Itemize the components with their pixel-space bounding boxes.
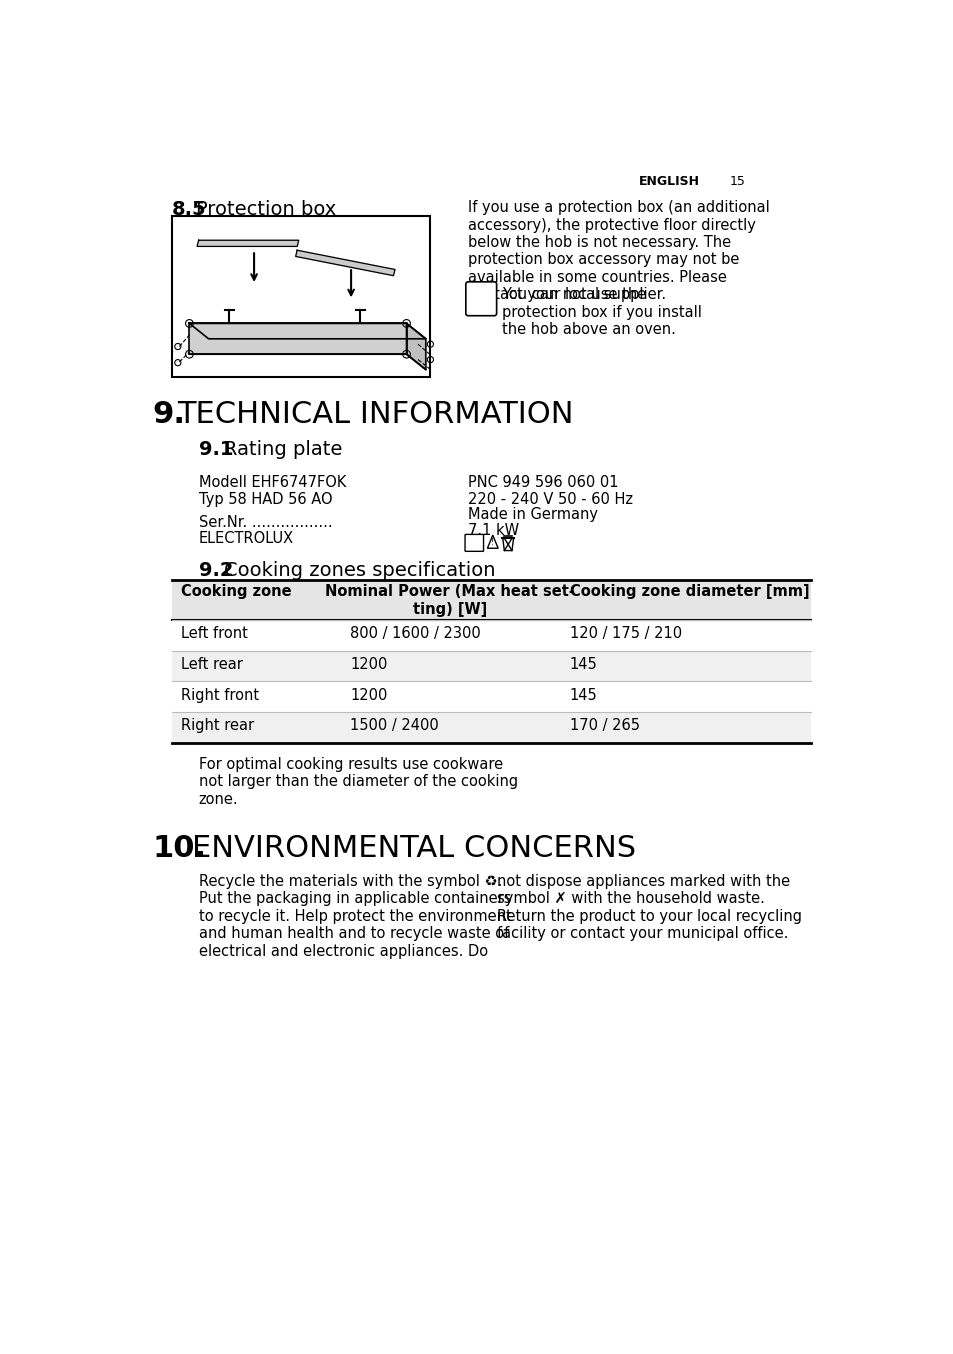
Text: Right rear: Right rear <box>181 719 253 734</box>
Polygon shape <box>295 250 395 276</box>
Polygon shape <box>406 324 425 370</box>
Text: Modell EHF6747FOK: Modell EHF6747FOK <box>198 475 346 490</box>
Text: 1200: 1200 <box>350 688 387 703</box>
Text: If you use a protection box (an additional
accessory), the protective floor dire: If you use a protection box (an addition… <box>468 200 769 302</box>
Polygon shape <box>197 240 298 246</box>
Text: ENGLISH: ENGLISH <box>639 175 700 188</box>
Text: 9.2: 9.2 <box>198 562 233 581</box>
Text: TECHNICAL INFORMATION: TECHNICAL INFORMATION <box>177 401 573 429</box>
Text: Right front: Right front <box>181 688 259 703</box>
Text: Left rear: Left rear <box>181 657 243 672</box>
Text: 800 / 1600 / 2300: 800 / 1600 / 2300 <box>350 626 480 640</box>
FancyBboxPatch shape <box>465 282 497 315</box>
Text: ENVIRONMENTAL CONCERNS: ENVIRONMENTAL CONCERNS <box>193 834 636 862</box>
Text: 120 / 175 / 210: 120 / 175 / 210 <box>569 626 681 640</box>
Text: 10.: 10. <box>152 834 207 862</box>
Bar <box>172 712 810 743</box>
Text: For optimal cooking results use cookware
not larger than the diameter of the coo: For optimal cooking results use cookware… <box>198 757 517 807</box>
Text: Typ 58 HAD 56 AO: Typ 58 HAD 56 AO <box>198 492 332 506</box>
Text: !: ! <box>491 539 494 547</box>
Text: CE: CE <box>465 539 482 551</box>
Text: Protection box: Protection box <box>196 200 336 219</box>
Text: 15: 15 <box>729 175 745 188</box>
Text: 8.5: 8.5 <box>172 200 206 219</box>
Text: 145: 145 <box>569 657 597 672</box>
Text: 1200: 1200 <box>350 657 387 672</box>
Text: 1500 / 2400: 1500 / 2400 <box>350 719 438 734</box>
Text: PNC 949 596 060 01: PNC 949 596 060 01 <box>468 475 618 490</box>
Text: Cooking zone: Cooking zone <box>181 585 292 600</box>
Text: 9.: 9. <box>152 401 185 429</box>
Text: 220 - 240 V 50 - 60 Hz: 220 - 240 V 50 - 60 Hz <box>468 492 633 506</box>
Text: Nominal Power (Max heat set-
ting) [W]: Nominal Power (Max heat set- ting) [W] <box>325 585 575 617</box>
Text: Left front: Left front <box>181 626 248 640</box>
FancyBboxPatch shape <box>464 535 483 551</box>
Text: 170 / 265: 170 / 265 <box>569 719 639 734</box>
Text: You can not use the
protection box if you install
the hob above an oven.: You can not use the protection box if yo… <box>501 287 701 337</box>
Text: 7.1 kW: 7.1 kW <box>468 523 518 538</box>
Text: not dispose appliances marked with the
symbol ✗ with the household waste.
Return: not dispose appliances marked with the s… <box>497 873 801 941</box>
Polygon shape <box>190 324 425 338</box>
Bar <box>172 580 810 620</box>
Text: Recycle the materials with the symbol ♻.
Put the packaging in applicable contain: Recycle the materials with the symbol ♻.… <box>198 873 511 959</box>
Polygon shape <box>190 324 406 355</box>
Text: Cooking zone diameter [mm]: Cooking zone diameter [mm] <box>569 585 808 600</box>
Bar <box>172 651 810 681</box>
Text: 9.1: 9.1 <box>198 440 233 459</box>
Text: Cooking zones specification: Cooking zones specification <box>224 562 495 581</box>
Text: Rating plate: Rating plate <box>224 440 342 459</box>
Text: ELECTROLUX: ELECTROLUX <box>198 531 294 546</box>
Text: Made in Germany: Made in Germany <box>468 508 598 523</box>
Text: i: i <box>477 287 484 306</box>
Bar <box>172 215 429 378</box>
Text: Ser.Nr. .................: Ser.Nr. ................. <box>198 515 332 531</box>
Text: 145: 145 <box>569 688 597 703</box>
